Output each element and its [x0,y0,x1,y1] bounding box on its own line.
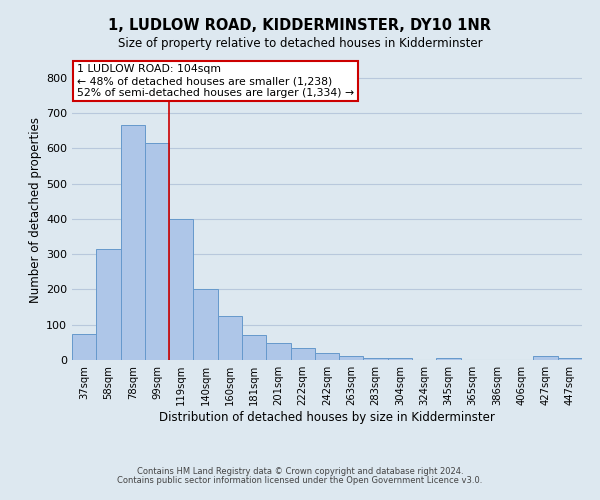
Bar [218,316,242,360]
Text: Contains public sector information licensed under the Open Government Licence v3: Contains public sector information licen… [118,476,482,485]
Y-axis label: Number of detached properties: Number of detached properties [29,117,42,303]
Bar [169,219,193,360]
Bar [72,334,96,360]
Bar [388,358,412,360]
Bar [193,290,218,360]
X-axis label: Distribution of detached houses by size in Kidderminster: Distribution of detached houses by size … [159,411,495,424]
Text: Contains HM Land Registry data © Crown copyright and database right 2024.: Contains HM Land Registry data © Crown c… [137,467,463,476]
Bar [145,143,169,360]
Bar [121,126,145,360]
Bar [558,358,582,360]
Bar [315,353,339,360]
Bar [339,356,364,360]
Bar [364,358,388,360]
Bar [533,356,558,360]
Text: Size of property relative to detached houses in Kidderminster: Size of property relative to detached ho… [118,38,482,51]
Text: 1 LUDLOW ROAD: 104sqm
← 48% of detached houses are smaller (1,238)
52% of semi-d: 1 LUDLOW ROAD: 104sqm ← 48% of detached … [77,64,354,98]
Bar [436,358,461,360]
Bar [290,348,315,360]
Bar [242,336,266,360]
Bar [96,249,121,360]
Text: 1, LUDLOW ROAD, KIDDERMINSTER, DY10 1NR: 1, LUDLOW ROAD, KIDDERMINSTER, DY10 1NR [109,18,491,32]
Bar [266,343,290,360]
